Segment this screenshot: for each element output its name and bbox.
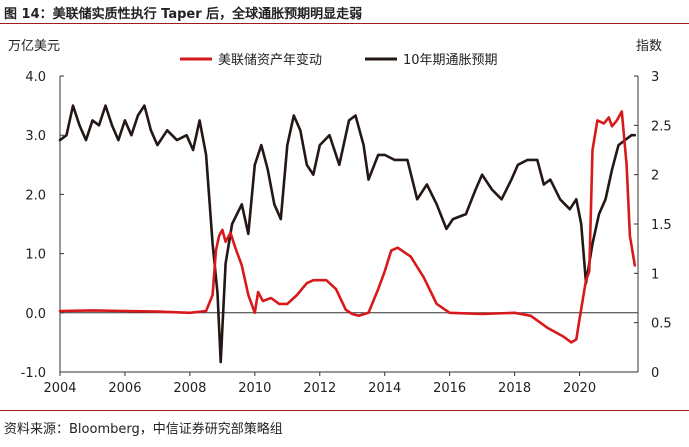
source-note: 资料来源：Bloomberg，中信证券研究部策略组 bbox=[4, 422, 283, 437]
axes: -1.0 0.0 1.0 2.0 3.0 4.0 0 0.5 1 1.5 2 2.5 3 2004 2006… bbox=[21, 70, 672, 396]
x-tick-label: 2004 bbox=[43, 381, 76, 396]
right-tick-label: 1 bbox=[651, 267, 659, 282]
footer-rule bbox=[0, 410, 689, 411]
left-tick-label: 2.0 bbox=[25, 188, 46, 203]
series-line-fed-balance bbox=[58, 110, 637, 344]
left-axis-label: 万亿美元 bbox=[8, 39, 60, 54]
x-tick-label: 2010 bbox=[238, 381, 271, 396]
x-tick-label: 2006 bbox=[108, 381, 141, 396]
series-layer bbox=[58, 104, 637, 364]
x-tick-label: 2008 bbox=[173, 381, 206, 396]
x-tick-label: 2014 bbox=[368, 381, 401, 396]
right-tick-label: 2 bbox=[651, 169, 659, 184]
left-tick-label: 0.0 bbox=[25, 307, 46, 322]
legend-label-breakeven: 10年期通胀预期 bbox=[403, 53, 498, 68]
right-tick-label: 3 bbox=[651, 70, 659, 85]
right-axis-label: 指数 bbox=[636, 39, 662, 54]
legend: 美联储资产年变动 10年期通胀预期 bbox=[180, 52, 498, 68]
left-tick-label: 1.0 bbox=[25, 248, 46, 263]
x-tick-label: 2020 bbox=[563, 381, 596, 396]
right-tick-label: 0 bbox=[651, 366, 659, 381]
header-rule bbox=[0, 23, 689, 24]
chart-title: 图 14：美联储实质性执行 Taper 后，全球通胀预期明显走弱 bbox=[4, 7, 363, 22]
right-tick-label: 1.5 bbox=[651, 218, 672, 233]
x-tick-label: 2016 bbox=[433, 381, 466, 396]
left-tick-label: -1.0 bbox=[21, 366, 46, 381]
x-tick-label: 2018 bbox=[498, 381, 531, 396]
right-tick-label: 2.5 bbox=[651, 119, 672, 134]
x-tick-label: 2012 bbox=[303, 381, 336, 396]
legend-label-fed-balance: 美联储资产年变动 bbox=[218, 52, 322, 68]
right-tick-label: 0.5 bbox=[651, 317, 672, 332]
left-tick-label: 3.0 bbox=[25, 129, 46, 144]
series-line-breakeven bbox=[58, 104, 637, 364]
left-tick-label: 4.0 bbox=[25, 70, 46, 85]
